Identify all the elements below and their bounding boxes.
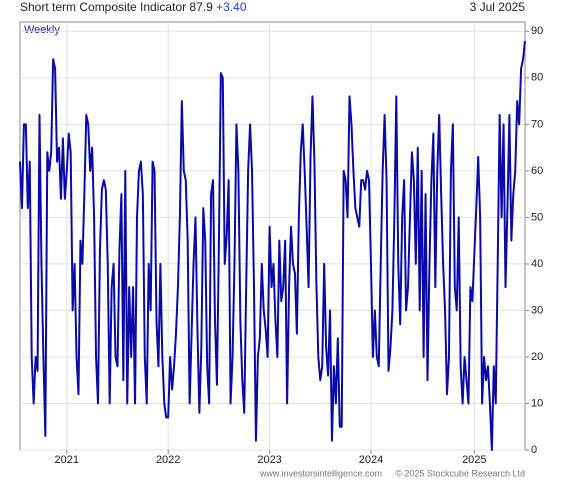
x-tick-label: 2025	[462, 454, 486, 466]
date: 3 Jul 2025	[470, 0, 526, 14]
chart-title: Short term Composite Indicator 87.9 +3.4…	[20, 0, 247, 14]
y-tick-label: 60	[531, 165, 543, 177]
frequency-label: Weekly	[24, 24, 60, 36]
y-tick-label: 80	[531, 72, 543, 84]
change-value: +3.40	[216, 0, 247, 14]
y-tick-label: 90	[531, 25, 543, 37]
x-tick-label: 2023	[257, 454, 281, 466]
x-tick-label: 2021	[55, 454, 79, 466]
source: www.investorsintelligence.com	[259, 468, 382, 478]
y-tick-label: 50	[531, 211, 543, 223]
y-tick-label: 10	[531, 397, 543, 409]
x-tick-label: 2022	[156, 454, 180, 466]
plot-area	[19, 21, 526, 451]
y-tick-label: 30	[531, 304, 543, 316]
y-tick-label: 0	[531, 444, 537, 456]
x-tick-label: 2024	[359, 454, 383, 466]
y-tick-label: 70	[531, 118, 543, 130]
y-tick-label: 40	[531, 258, 543, 270]
y-tick-label: 20	[531, 351, 543, 363]
title-text: Short term Composite Indicator	[20, 0, 186, 14]
latest-value: 87.9	[189, 0, 213, 14]
copyright: © 2025 Stockcube Research Ltd	[395, 468, 525, 478]
indicator-line	[19, 40, 526, 451]
